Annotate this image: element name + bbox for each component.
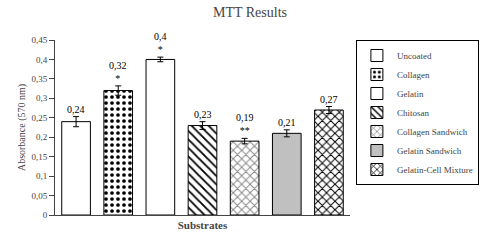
svg-text:0,24: 0,24 (67, 104, 85, 115)
svg-text:0,27: 0,27 (320, 94, 338, 105)
svg-text:0,4*: 0,4* (154, 31, 167, 55)
svg-text:0,19**: 0,19** (236, 112, 254, 136)
svg-text:Absorbance (570 nm): Absorbance (570 nm) (16, 84, 28, 171)
svg-text:0,05: 0,05 (31, 191, 47, 201)
svg-text:0,4: 0,4 (36, 55, 48, 65)
svg-text:0,45: 0,45 (31, 35, 47, 45)
svg-text:0,35: 0,35 (31, 74, 47, 84)
svg-text:MTT Results: MTT Results (213, 5, 287, 20)
svg-text:Gelatin: Gelatin (397, 89, 424, 99)
svg-text:0,32*: 0,32* (109, 60, 127, 84)
svg-text:0,2: 0,2 (36, 132, 47, 142)
svg-text:0,15: 0,15 (31, 152, 47, 162)
svg-text:0,23: 0,23 (194, 109, 212, 120)
svg-text:Uncoated: Uncoated (397, 51, 432, 61)
svg-text:0,1: 0,1 (36, 171, 47, 181)
svg-text:0,3: 0,3 (36, 93, 48, 103)
svg-text:0: 0 (43, 210, 48, 220)
svg-text:Gelatin Sandwich: Gelatin Sandwich (397, 146, 462, 156)
svg-text:Chitosan: Chitosan (397, 108, 430, 118)
svg-text:Gelatin-Cell Mixture: Gelatin-Cell Mixture (397, 165, 473, 175)
svg-text:0,21: 0,21 (278, 117, 296, 128)
svg-text:0,25: 0,25 (31, 113, 47, 123)
svg-text:Collagen Sandwich: Collagen Sandwich (397, 127, 468, 137)
svg-text:Substrates: Substrates (178, 219, 228, 231)
svg-text:Collagen: Collagen (397, 70, 430, 80)
